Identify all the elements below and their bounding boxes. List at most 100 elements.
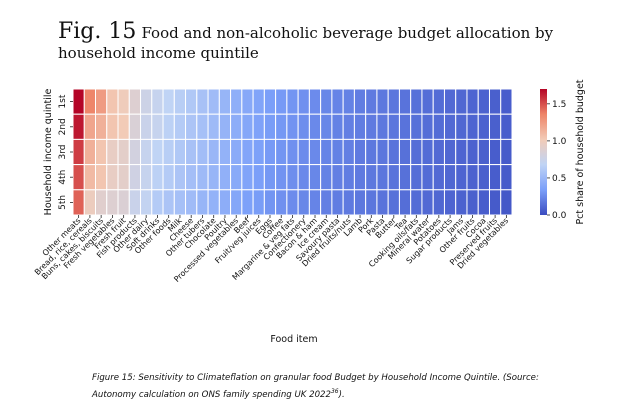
heatmap-cell xyxy=(421,138,434,166)
heatmap-cell xyxy=(353,189,367,216)
heatmap-cell xyxy=(320,164,333,191)
heatmap-cell xyxy=(432,164,445,191)
heatmap-cell xyxy=(72,138,85,166)
figure-caption: Figure 15: Sensitivity to Climateflation… xyxy=(92,372,562,402)
heatmap-cell xyxy=(410,189,423,216)
heatmap-cell xyxy=(365,88,378,115)
caption-end: ). xyxy=(338,389,345,400)
heatmap-cell xyxy=(173,164,187,191)
heatmap-cell xyxy=(353,113,367,140)
heatmap-cell xyxy=(83,164,97,191)
heatmap-cell xyxy=(421,164,434,191)
heatmap-cell xyxy=(376,138,389,166)
heatmap-cell xyxy=(72,88,85,115)
row-label: 3rd xyxy=(58,145,68,160)
heatmap-cell xyxy=(488,113,502,140)
heatmap-cell xyxy=(342,113,355,140)
heatmap-cell xyxy=(455,88,468,115)
heatmap-cell xyxy=(500,164,513,191)
heatmap-cell xyxy=(140,88,153,115)
heatmap-cell xyxy=(128,88,142,115)
heatmap-cell xyxy=(308,189,322,216)
heatmap-cell xyxy=(466,189,479,216)
heatmap-cell xyxy=(83,189,97,216)
heatmap-cell xyxy=(365,189,378,216)
heatmap-cell xyxy=(230,113,243,140)
colorbar-bar xyxy=(540,89,547,215)
heatmap-cell xyxy=(218,88,232,115)
heatmap-cell xyxy=(466,138,479,166)
heatmap-cell xyxy=(117,189,130,216)
colorbar-tick-label: 0.5 xyxy=(552,174,566,184)
heatmap-cell xyxy=(72,113,85,140)
heatmap-cell xyxy=(455,138,468,166)
heatmap-cell xyxy=(488,164,502,191)
heatmap-cell xyxy=(196,189,209,216)
heatmap-cell xyxy=(286,88,299,115)
heatmap-cell xyxy=(320,138,333,166)
heatmap-cell xyxy=(477,189,490,216)
heatmap-cell xyxy=(387,88,400,115)
colorbar-tick-label: 1.5 xyxy=(552,100,566,110)
heatmap-cell xyxy=(140,164,153,191)
heatmap-cell xyxy=(241,189,254,216)
heatmap-cell xyxy=(410,164,423,191)
heatmap-cell xyxy=(500,138,513,166)
heatmap-cell xyxy=(128,164,142,191)
figure-number: Fig. 15 xyxy=(58,19,137,44)
x-axis-label: Food item xyxy=(270,334,317,345)
heatmap-cell xyxy=(286,189,299,216)
heatmap-cell xyxy=(432,113,445,140)
heatmap-cell xyxy=(331,164,344,191)
caption-text: Figure 15: Sensitivity to Climateflation… xyxy=(92,373,539,400)
heatmap-cell xyxy=(173,88,187,115)
colorbar-tick-label: 1.0 xyxy=(552,137,567,147)
heatmap-cell xyxy=(263,88,277,115)
heatmap-cell xyxy=(353,164,367,191)
heatmap-cell xyxy=(387,189,400,216)
heatmap-cell xyxy=(500,189,513,216)
heatmap-cell xyxy=(241,138,254,166)
heatmap-cell xyxy=(207,164,220,191)
heatmap-cell xyxy=(500,88,513,115)
row-label: 1st xyxy=(58,94,68,108)
figure-title: Fig. 15 Food and non-alcoholic beverage … xyxy=(58,19,618,63)
caption-reference: 36 xyxy=(330,388,339,395)
heatmap-cell xyxy=(308,164,322,191)
heatmap-cell xyxy=(331,113,344,140)
heatmap-cell xyxy=(185,164,198,191)
heatmap-cell xyxy=(297,113,310,140)
heatmap-cell xyxy=(477,113,490,140)
heatmap-cell xyxy=(173,138,187,166)
heatmap-cell xyxy=(151,88,164,115)
heatmap-cell xyxy=(140,113,153,140)
heatmap-cell xyxy=(252,113,265,140)
heatmap-cell xyxy=(421,189,434,216)
heatmap-cell xyxy=(387,138,400,166)
heatmap-cell xyxy=(398,164,412,191)
colorbar: 0.0 0.5 1.0 1.5 xyxy=(540,89,567,221)
heatmap-cell xyxy=(410,113,423,140)
heatmap-cell xyxy=(173,113,187,140)
heatmap-cell xyxy=(151,164,164,191)
heatmap-cell xyxy=(275,138,288,166)
heatmap-cell xyxy=(421,113,434,140)
heatmap-cell xyxy=(252,189,265,216)
heatmap-cell xyxy=(185,113,198,140)
heatmap-cell xyxy=(95,164,108,191)
heatmap-cell xyxy=(83,113,97,140)
heatmap-cell xyxy=(162,164,175,191)
heatmap-cell xyxy=(308,138,322,166)
heatmap-cell xyxy=(275,164,288,191)
heatmap-cell xyxy=(117,88,130,115)
heatmap-cell xyxy=(72,189,85,216)
colorbar-label: Pct share of household budget xyxy=(575,79,586,224)
heatmap-cell xyxy=(151,138,164,166)
heatmap-cell xyxy=(398,138,412,166)
heatmap-cell xyxy=(308,88,322,115)
heatmap-cell xyxy=(488,88,502,115)
colorbar-tick-label: 0.0 xyxy=(552,211,567,221)
heatmap-cell xyxy=(286,138,299,166)
heatmap-cell xyxy=(432,88,445,115)
heatmap-cell xyxy=(162,88,175,115)
